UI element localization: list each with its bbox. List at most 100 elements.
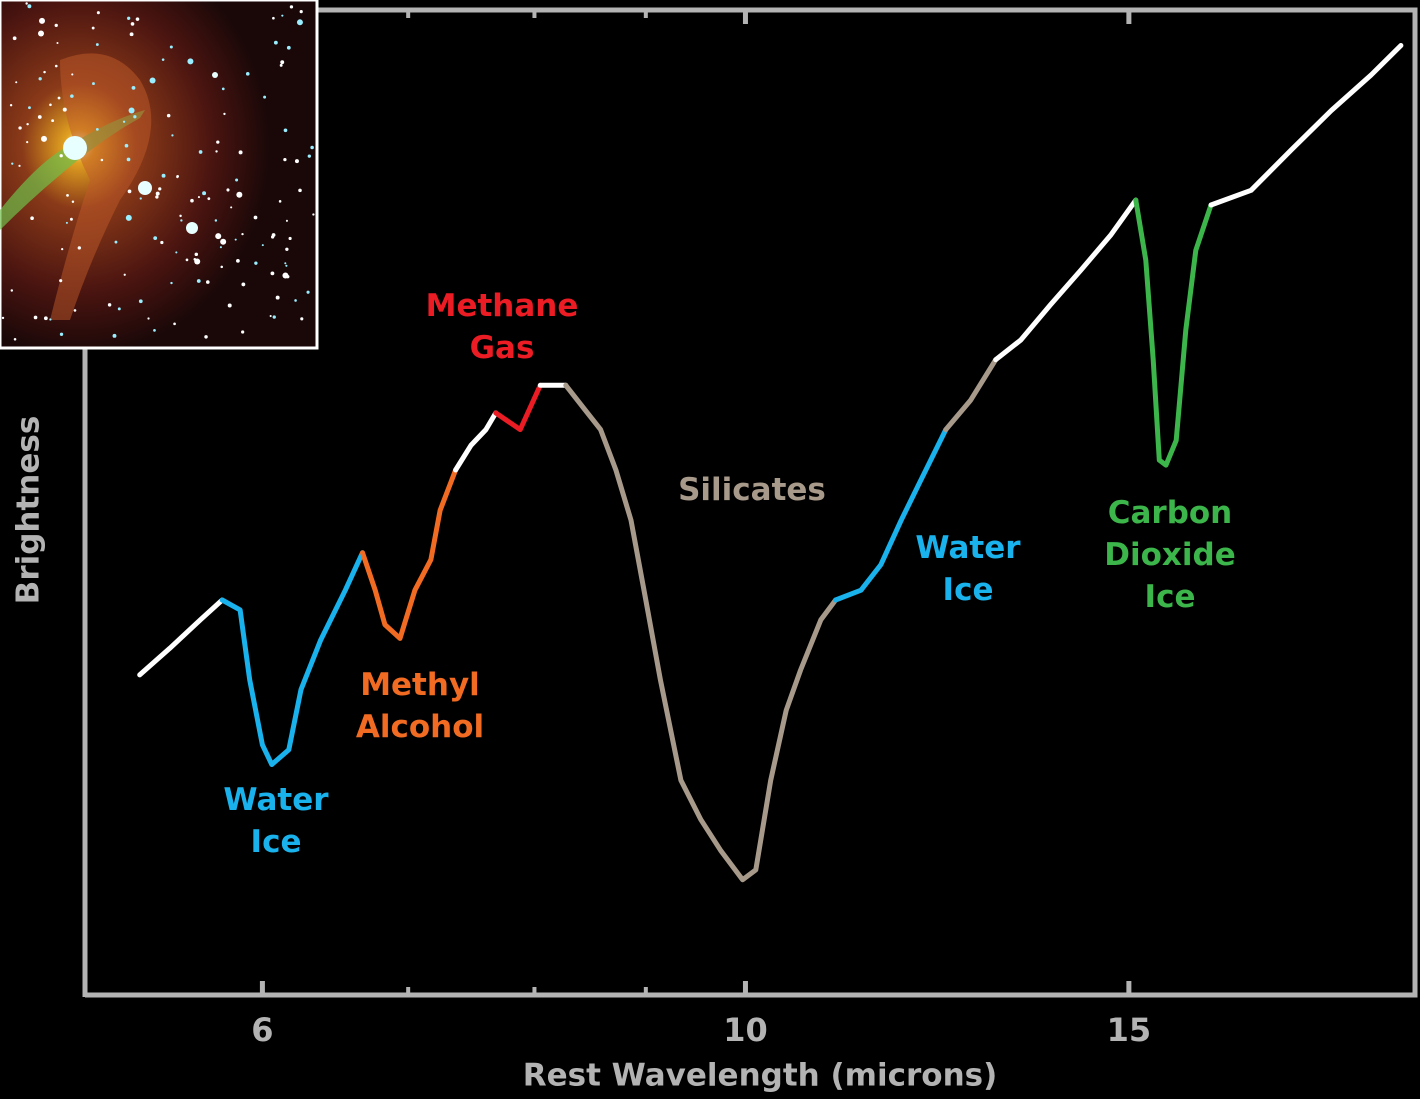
star: [34, 316, 38, 320]
annotation: Carbon Dioxide Ice: [1095, 492, 1245, 618]
star: [197, 279, 201, 283]
star: [71, 73, 73, 75]
star: [173, 323, 176, 326]
spectrum-segment: [363, 470, 456, 638]
star: [92, 27, 95, 30]
star: [212, 72, 218, 78]
star: [300, 317, 303, 320]
star: [70, 218, 73, 221]
star: [60, 333, 63, 336]
star: [15, 81, 17, 83]
star: [26, 141, 28, 143]
star: [274, 41, 278, 45]
star: [241, 330, 244, 333]
star: [220, 266, 223, 269]
star: [180, 219, 182, 221]
star: [284, 128, 288, 132]
star: [49, 318, 51, 320]
star: [310, 146, 314, 150]
star: [38, 115, 42, 119]
star: [273, 315, 276, 318]
star: [150, 78, 156, 84]
star: [282, 272, 288, 278]
star: [287, 46, 291, 50]
star: [11, 163, 13, 165]
star: [115, 241, 118, 244]
x-tick-label: 15: [1107, 1011, 1152, 1049]
star: [127, 158, 131, 162]
spectrum-segment: [140, 600, 223, 675]
star: [113, 334, 117, 338]
star: [56, 42, 58, 44]
star: [207, 197, 210, 200]
star: [96, 128, 99, 131]
star: [132, 86, 136, 90]
star: [284, 262, 286, 264]
star: [294, 299, 297, 302]
star: [27, 4, 31, 8]
star: [187, 58, 193, 64]
annotation: Methyl Alcohol: [330, 664, 510, 748]
star: [136, 17, 140, 21]
star: [194, 258, 197, 261]
star: [153, 329, 156, 332]
spectrum-segment: [496, 385, 541, 429]
star: [66, 222, 68, 224]
star: [158, 187, 161, 190]
star: [271, 235, 274, 238]
star: [138, 181, 152, 195]
star: [55, 65, 58, 68]
star: [147, 317, 149, 319]
star: [44, 316, 48, 320]
star: [162, 58, 165, 61]
star: [96, 43, 99, 46]
star: [118, 307, 121, 310]
star: [204, 335, 207, 338]
star: [63, 108, 67, 112]
star: [26, 123, 28, 125]
star: [38, 31, 44, 37]
star: [308, 154, 311, 157]
star: [155, 195, 158, 198]
star: [74, 309, 77, 312]
star: [41, 136, 47, 142]
spectrum-segment: [456, 413, 496, 470]
star: [241, 283, 245, 287]
star: [70, 94, 74, 98]
star: [254, 216, 258, 220]
star: [215, 219, 217, 221]
star: [61, 248, 63, 250]
star: [272, 17, 275, 20]
star: [51, 119, 54, 122]
star: [160, 241, 163, 244]
star: [28, 106, 31, 109]
x-axis-label: Rest Wavelength (microns): [523, 1058, 998, 1094]
star: [176, 175, 179, 178]
spectrum-segment: [946, 360, 996, 430]
star: [60, 154, 63, 157]
annotation: Water Ice: [888, 527, 1048, 611]
x-tick-label: 6: [251, 1011, 273, 1049]
star: [14, 338, 17, 341]
star: [298, 189, 302, 193]
star: [307, 291, 310, 294]
star: [241, 233, 243, 235]
star: [179, 215, 181, 217]
star: [215, 150, 217, 152]
x-tick-label: 10: [723, 1011, 768, 1049]
spectrum-segment: [1211, 46, 1401, 206]
star: [129, 108, 135, 114]
star: [198, 196, 200, 198]
star: [162, 174, 166, 178]
star: [39, 77, 42, 80]
star: [281, 15, 283, 17]
star: [239, 150, 243, 154]
annotation: Water Ice: [196, 779, 356, 863]
star: [171, 134, 173, 136]
star: [186, 259, 189, 262]
spectrum-segment: [566, 385, 836, 880]
star: [263, 96, 266, 99]
star: [222, 88, 225, 91]
star: [124, 274, 126, 276]
star: [63, 136, 87, 160]
